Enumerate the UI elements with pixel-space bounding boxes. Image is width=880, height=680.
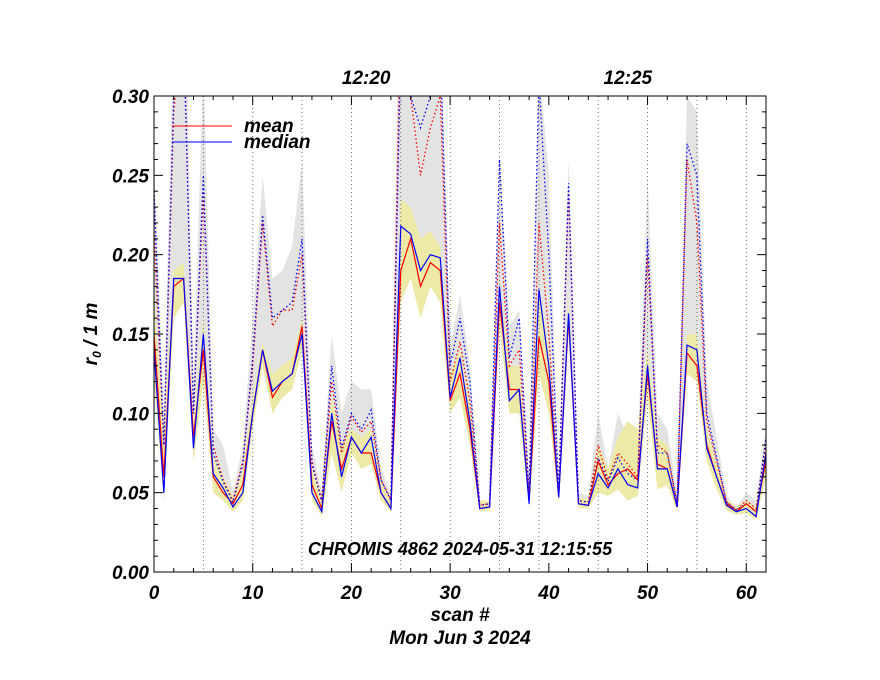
x-tick-label: 0 xyxy=(149,583,160,604)
time-marker-labels: 12:20 12:25 xyxy=(342,68,653,89)
y-tick-label: 0.10 xyxy=(112,404,149,425)
axis-ticks xyxy=(153,95,767,573)
time-marker-label: 12:20 xyxy=(342,68,391,89)
series-line-median-dotted xyxy=(154,96,766,513)
series-line-median xyxy=(154,224,766,518)
y-axis-label-subscript: 0 xyxy=(90,351,104,358)
y-tick-label: 0.20 xyxy=(112,246,149,267)
y-axis-label: r0 / 1 m xyxy=(81,303,104,366)
x-tick-label: 20 xyxy=(340,583,363,604)
series-line-mean-dotted xyxy=(154,96,766,511)
date-label: Mon Jun 3 2024 xyxy=(389,628,531,649)
y-tick-label: 0.25 xyxy=(112,166,149,187)
instrument-annotation: CHROMIS 4862 2024-05-31 12:15:55 xyxy=(308,539,613,559)
legend-label-median: median xyxy=(244,132,311,153)
y-tick-label: 0.15 xyxy=(112,325,149,346)
outer-band xyxy=(154,96,766,507)
legend: mean median xyxy=(172,116,311,153)
y-axis-label-rest: / 1 m xyxy=(81,303,102,352)
x-tick-label: 40 xyxy=(537,583,560,604)
y-axis-label-text: r0 / 1 m xyxy=(81,303,104,366)
y-axis-label-r: r xyxy=(81,356,102,365)
x-tick-label: 10 xyxy=(242,583,264,604)
axis-tick-labels: 0 10 20 30 40 50 60 0.00 0.05 0.10 0.15 0.20 0.25 0.3… xyxy=(112,87,757,604)
y-tick-label: 0.05 xyxy=(112,484,149,505)
y-tick-label: 0.00 xyxy=(112,563,149,584)
x-tick-label: 50 xyxy=(637,583,659,604)
y-tick-label: 0.30 xyxy=(112,87,149,108)
time-marker-label: 12:25 xyxy=(604,68,653,89)
series-lines xyxy=(154,96,766,518)
legend-label-mean: mean xyxy=(244,116,294,137)
x-axis-label: scan # xyxy=(430,605,490,626)
x-tick-label: 30 xyxy=(440,583,462,604)
x-tick-label: 60 xyxy=(736,583,758,604)
time-grid-lines xyxy=(202,96,747,572)
